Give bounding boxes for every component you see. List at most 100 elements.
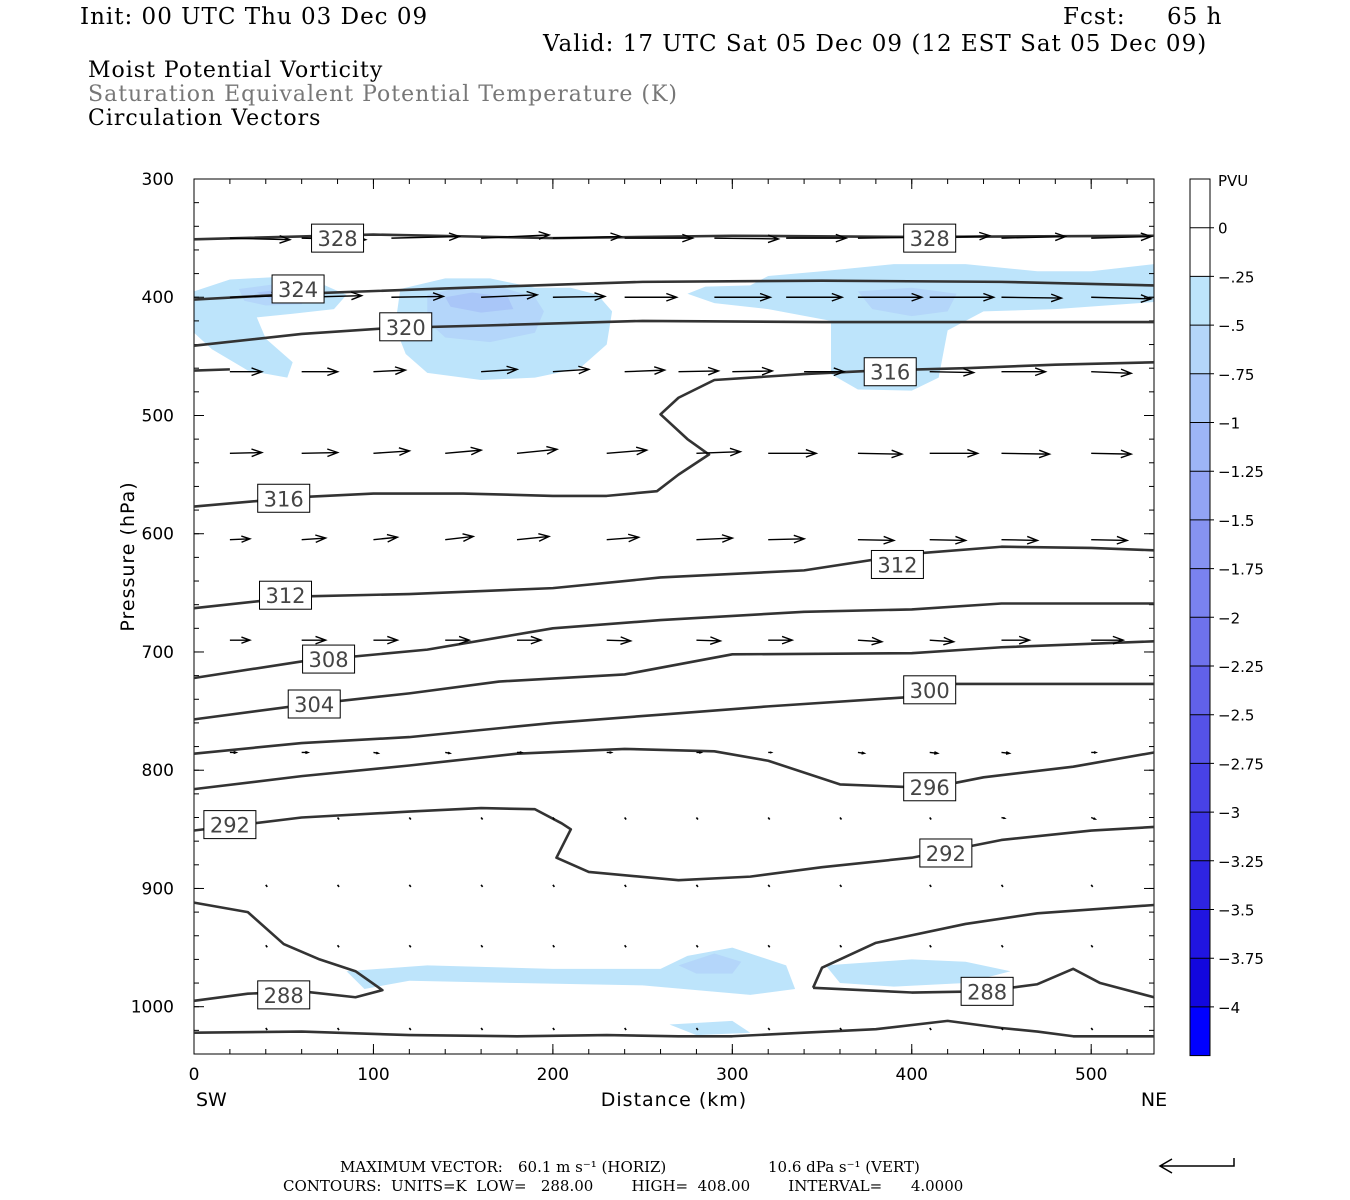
circulation-vector: [624, 292, 679, 302]
circulation-vector: [373, 447, 412, 457]
circulation-vector: [552, 292, 607, 302]
pv-shading: [678, 953, 742, 974]
circulation-vector: [445, 751, 453, 755]
circulation-vector: [336, 944, 340, 948]
colorbar-label: −1.5: [1218, 512, 1254, 530]
theta-es-contour: [193, 1019, 1154, 1038]
colorbar-label: 0: [1218, 220, 1228, 238]
colorbar-swatch: [1190, 276, 1210, 326]
colorbar-swatch: [1190, 714, 1210, 764]
circulation-vector: [929, 535, 968, 545]
circulation-vector: [516, 445, 560, 455]
y-tick-label: 900: [142, 879, 174, 899]
circulation-vector: [552, 817, 556, 820]
x-tick-label: 0: [189, 1065, 200, 1085]
colorbar-label: −.25: [1218, 268, 1254, 286]
y-axis-label: Pressure (hPa): [117, 481, 139, 631]
circulation-vector: [1000, 884, 1004, 888]
circulation-vector: [767, 817, 771, 820]
circulation-vector: [229, 235, 292, 244]
contour-label: 304: [294, 693, 334, 717]
circulation-vector: [373, 751, 381, 755]
contour-label: 312: [877, 553, 917, 577]
circulation-vector: [857, 292, 924, 302]
circulation-vector: [839, 884, 843, 888]
colorbar-label: −.75: [1218, 366, 1254, 384]
circulation-vector: [1091, 635, 1126, 645]
field-title-vectors: Circulation Vectors: [88, 106, 322, 131]
circulation-vector: [696, 751, 704, 754]
colorbar-label: −1.25: [1218, 463, 1264, 481]
pv-shading: [346, 947, 796, 995]
circulation-vector: [714, 234, 781, 244]
circulation-vector: [696, 447, 743, 457]
plot-frame: [193, 178, 1155, 1055]
circulation-vector: [408, 944, 412, 948]
circulation-vector: [1001, 449, 1052, 459]
colorbar-swatch: [1190, 666, 1210, 715]
circulation-vector: [1091, 751, 1099, 754]
contour-label-box: [379, 312, 433, 342]
circulation-vector: [929, 1027, 932, 1031]
circulation-vector: [1000, 944, 1004, 948]
contour-label: 316: [264, 487, 304, 511]
colorbar-swatch: [1190, 179, 1210, 228]
circulation-vector: [480, 1027, 484, 1031]
circulation-vector: [768, 448, 819, 458]
circulation-vector: [552, 1027, 556, 1031]
contour-label-box: [302, 644, 356, 674]
circulation-vector: [408, 817, 412, 820]
field-title-mpv: Moist Potential Vorticity: [88, 58, 384, 83]
x-tick-label: 400: [896, 1065, 928, 1085]
circulation-vector: [768, 751, 774, 754]
colorbar-swatch: [1190, 471, 1210, 520]
circulation-vector: [1001, 751, 1012, 755]
contour-label-box: [870, 549, 924, 579]
contour-label: 288: [967, 980, 1007, 1004]
circulation-vector: [229, 367, 264, 377]
circulation-vector: [1090, 816, 1098, 820]
contour-label: 316: [870, 361, 910, 385]
theta-es-contour: [193, 360, 1155, 508]
valid-time: Valid: 17 UTC Sat 05 Dec 09 (12 EST Sat …: [543, 31, 1208, 57]
circulation-vector: [1091, 232, 1154, 242]
contour-label: 312: [265, 584, 305, 608]
circulation-vector: [516, 635, 544, 645]
contour-label: 292: [926, 842, 966, 866]
circulation-vector: [480, 884, 484, 888]
colorbar-title: PVU: [1218, 172, 1248, 190]
colorbar-swatch: [1190, 763, 1210, 813]
colorbar-label: −3: [1218, 804, 1240, 822]
circulation-vector: [373, 366, 408, 376]
circulation-vector: [1090, 944, 1094, 948]
circulation-vector: [695, 817, 699, 820]
circulation-vector: [1001, 535, 1040, 545]
circulation-vector: [929, 367, 976, 377]
pv-shading: [669, 1020, 751, 1036]
colorbar-swatch: [1190, 1006, 1210, 1056]
colorbar-label: −2.25: [1218, 658, 1264, 676]
circulation-vector: [445, 446, 484, 456]
max-vector-vert: 10.6 dPa s⁻¹ (VERT): [768, 1158, 920, 1176]
circulation-vector: [1090, 1027, 1094, 1031]
contour-label: 328: [910, 227, 950, 251]
circulation-vector: [786, 292, 845, 302]
theta-es-contour: [813, 967, 1155, 999]
circulation-vector: [391, 232, 462, 242]
reference-vector-arrow: [1158, 1158, 1235, 1174]
circulation-vector: [606, 533, 641, 543]
circulation-vector: [480, 817, 484, 820]
colorbar-swatch: [1190, 325, 1210, 374]
contour-label: 328: [318, 227, 358, 251]
max-vector-label: MAXIMUM VECTOR:: [340, 1158, 503, 1176]
circulation-vector: [839, 1027, 843, 1031]
pv-shading: [687, 264, 1154, 391]
circulation-vector: [606, 446, 649, 456]
colorbar-swatch: [1190, 860, 1210, 910]
circulation-vector: [767, 1027, 771, 1031]
circulation-vector: [624, 366, 667, 375]
circulation-vector: [1001, 635, 1032, 645]
x-tick-label: 300: [716, 1065, 748, 1085]
contour-label-box: [271, 274, 325, 304]
colorbar-swatch: [1190, 519, 1210, 569]
